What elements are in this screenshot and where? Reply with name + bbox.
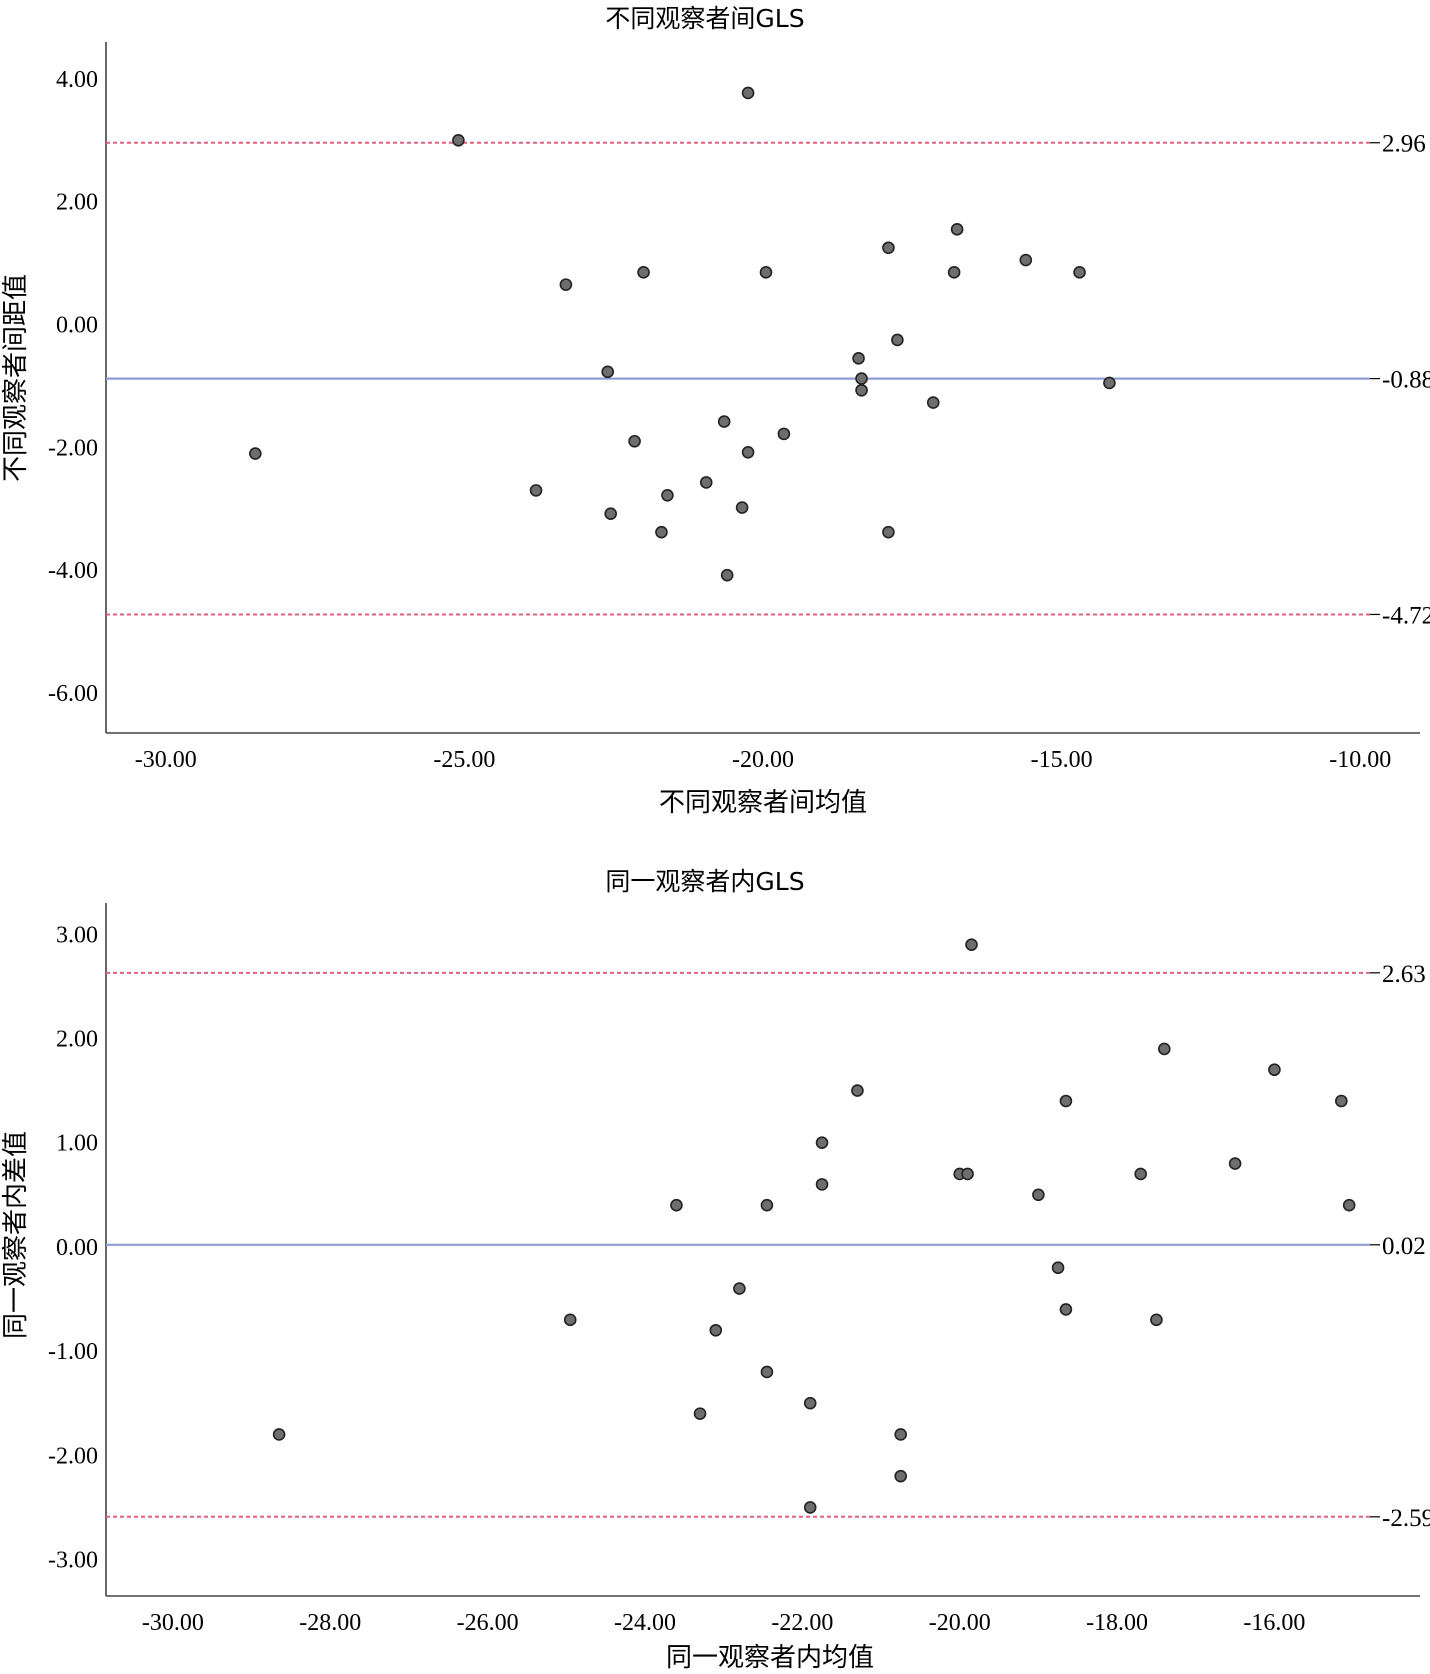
data-point xyxy=(759,266,773,279)
data-point xyxy=(855,383,868,397)
y-axis-title: 同一观察者内差值 xyxy=(1,1131,31,1339)
data-point xyxy=(272,1428,286,1441)
data-point xyxy=(882,525,895,539)
data-point xyxy=(699,476,713,489)
limit-of-agreement-label: 2.63 xyxy=(1382,961,1426,988)
x-tick-label: -25.00 xyxy=(433,747,495,773)
data-point xyxy=(815,1178,829,1191)
data-point xyxy=(670,1198,683,1212)
data-point xyxy=(693,1407,707,1420)
data-point xyxy=(655,525,668,539)
x-tick-label: -16.00 xyxy=(1243,1610,1305,1636)
x-axis-title: 不同观察者间均值 xyxy=(659,788,867,818)
x-tick-label: -20.00 xyxy=(732,747,794,773)
data-point xyxy=(851,1084,864,1097)
data-point xyxy=(452,133,465,147)
data-point xyxy=(947,266,961,279)
data-point xyxy=(604,507,617,521)
data-point xyxy=(894,1428,907,1441)
data-point xyxy=(1032,1188,1045,1202)
data-point xyxy=(733,1282,746,1295)
data-point xyxy=(803,1501,817,1514)
limit-of-agreement-label: -2.59 xyxy=(1382,1505,1430,1532)
data-point xyxy=(855,372,868,385)
data-point xyxy=(637,266,650,279)
y-tick-label: -4.00 xyxy=(48,558,98,584)
data-point xyxy=(1335,1094,1348,1108)
data-point xyxy=(741,446,755,459)
limit-of-agreement-label: 2.96 xyxy=(1382,131,1426,158)
y-tick-label: -6.00 xyxy=(48,681,98,707)
data-point xyxy=(1073,266,1086,279)
data-point xyxy=(628,434,641,448)
data-point xyxy=(965,938,978,951)
data-point xyxy=(1103,376,1116,390)
data-point xyxy=(709,1323,723,1337)
data-point xyxy=(815,1136,829,1149)
data-point xyxy=(1342,1198,1356,1212)
data-point xyxy=(563,1313,577,1327)
chart-interobserver-gls: 不同观察者间GLS 4.00 2.00 0.00 -2.00 -4.00 -6.00 -3… xyxy=(1,4,1430,818)
x-axis-title: 同一观察者内均值 xyxy=(666,1643,874,1673)
data-point xyxy=(601,365,615,379)
y-tick-label: -3.00 xyxy=(48,1548,98,1574)
y-axis-title: 不同观察者间距值 xyxy=(1,274,31,482)
y-tick-label: -2.00 xyxy=(48,1443,98,1469)
chart-intraobserver-gls: 同一观察者内GLS 3.00 2.00 1.00 0.00 -1.00 -2.00 -3.0… xyxy=(1,867,1430,1673)
data-point xyxy=(882,241,895,255)
mean-difference-label: -0.88 xyxy=(1382,367,1430,394)
data-point xyxy=(1019,253,1033,267)
data-point xyxy=(1059,1303,1073,1316)
data-point xyxy=(559,278,573,291)
data-point xyxy=(735,501,749,514)
data-point xyxy=(760,1198,774,1212)
data-point xyxy=(1150,1313,1163,1327)
data-point xyxy=(894,1469,907,1483)
x-tick-label: -28.00 xyxy=(299,1610,361,1636)
data-point xyxy=(961,1167,974,1181)
data-point xyxy=(1228,1157,1242,1170)
y-tick-label: 2.00 xyxy=(56,190,98,216)
data-point xyxy=(891,333,904,347)
x-tick-label: -15.00 xyxy=(1031,747,1093,773)
data-point xyxy=(249,447,262,460)
chart-title: 同一观察者内GLS xyxy=(605,867,804,896)
x-tick-label: -26.00 xyxy=(457,1610,519,1636)
data-point xyxy=(529,484,543,497)
data-point xyxy=(717,415,731,428)
chart-title: 不同观察者间GLS xyxy=(605,4,804,33)
data-point xyxy=(661,488,674,502)
y-tick-label: 2.00 xyxy=(56,1026,98,1052)
mean-difference-label: 0.02 xyxy=(1382,1233,1426,1260)
data-point xyxy=(950,223,964,236)
y-tick-label: -2.00 xyxy=(48,435,98,461)
x-tick-label: -22.00 xyxy=(771,1610,833,1636)
x-tick-label: -20.00 xyxy=(929,1610,991,1636)
data-point xyxy=(926,396,940,409)
x-tick-label: -30.00 xyxy=(142,1610,204,1636)
data-point xyxy=(1134,1167,1147,1181)
data-point xyxy=(741,86,755,100)
data-point xyxy=(1268,1063,1281,1077)
data-point xyxy=(777,427,791,441)
data-point xyxy=(1157,1042,1171,1056)
limit-of-agreement-label: -4.72 xyxy=(1382,602,1430,629)
data-point xyxy=(852,352,865,365)
y-tick-label: 4.00 xyxy=(56,67,98,93)
data-point xyxy=(1059,1094,1073,1108)
data-point xyxy=(720,568,734,582)
data-point xyxy=(1051,1261,1065,1275)
y-tick-label: -1.00 xyxy=(48,1339,98,1365)
y-tick-label: 0.00 xyxy=(56,1235,98,1261)
y-tick-label: 1.00 xyxy=(56,1131,98,1157)
x-tick-label: -30.00 xyxy=(135,747,197,773)
data-point xyxy=(803,1396,817,1410)
x-tick-label: -18.00 xyxy=(1086,1610,1148,1636)
x-tick-label: -24.00 xyxy=(614,1610,676,1636)
y-tick-label: 3.00 xyxy=(56,922,98,948)
x-tick-label: -10.00 xyxy=(1329,747,1391,773)
y-tick-label: 0.00 xyxy=(56,313,98,339)
data-point xyxy=(760,1365,774,1379)
